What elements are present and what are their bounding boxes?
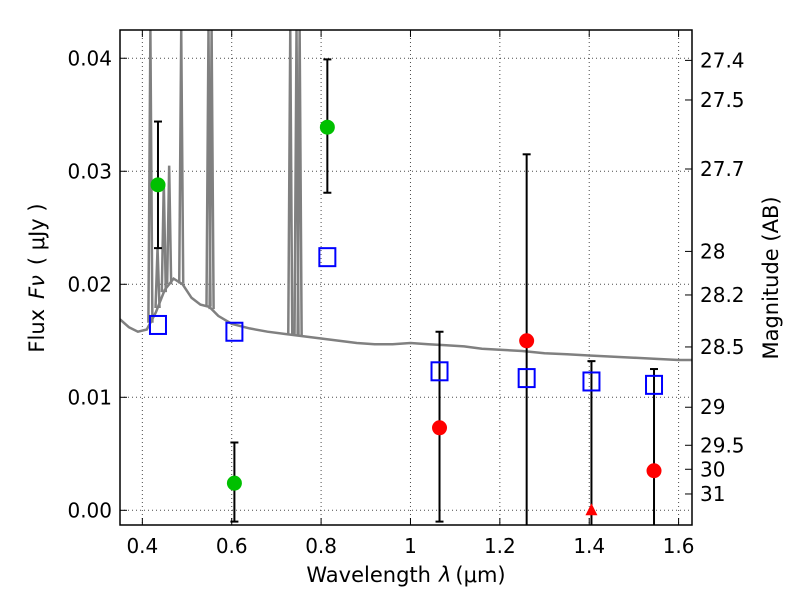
model-photometry-point xyxy=(225,321,244,342)
magnitude-tick-label: 29.5 xyxy=(700,433,745,457)
model-photometry-point xyxy=(517,368,536,389)
model-spectrum xyxy=(120,30,692,362)
model-emission-line xyxy=(296,30,303,336)
magnitude-tick-label: 31 xyxy=(700,482,725,506)
model-emission-line xyxy=(165,165,173,285)
x-tick-label: 1 xyxy=(404,534,417,558)
magnitude-tick-label: 30 xyxy=(700,457,725,481)
y-tick-label: 0.01 xyxy=(67,385,112,409)
x-axis-label: Wavelength λ (μm) xyxy=(306,563,505,587)
model-photometry-point xyxy=(318,247,337,268)
data-point-red xyxy=(646,463,662,479)
y-tick-label: 0.04 xyxy=(67,46,112,70)
y-axis-ticks: 0.00 0.01 0.02 0.03 0.04 xyxy=(67,46,127,522)
model-photometry-point xyxy=(148,314,167,335)
x-tick-label: 0.4 xyxy=(126,534,158,558)
data-point-red xyxy=(432,420,448,436)
model-spectrum-group xyxy=(120,30,692,362)
data-markers xyxy=(148,119,664,516)
model-emission-line xyxy=(147,30,154,323)
model-emission-line xyxy=(287,30,294,335)
x-tick-label: 0.8 xyxy=(305,534,337,558)
x-axis-ticks: 0.4 0.6 0.8 1 1.2 1.4 1.6 xyxy=(126,30,695,558)
magnitude-tick-label: 29 xyxy=(700,395,725,419)
x-tick-label: 1.2 xyxy=(484,534,516,558)
x-tick-label: 1.6 xyxy=(663,534,695,558)
y-tick-label: 0.02 xyxy=(67,272,112,296)
plot-frame xyxy=(119,29,693,526)
model-emission-line xyxy=(154,248,161,309)
y-tick-label: 0.00 xyxy=(67,498,112,522)
magnitude-tick-label: 28 xyxy=(700,239,725,263)
magnitude-tick-label: 27.5 xyxy=(700,88,745,112)
magnitude-tick-label: 28.2 xyxy=(700,283,745,307)
model-continuum-line xyxy=(120,276,692,362)
y-tick-label: 0.03 xyxy=(67,159,112,183)
model-photometry-point xyxy=(582,371,601,392)
model-emission-line xyxy=(160,182,168,293)
data-point-green xyxy=(226,475,242,491)
data-point-green xyxy=(319,119,335,135)
model-photometry-point xyxy=(430,361,449,382)
magnitude-tick-label: 27.7 xyxy=(700,157,745,181)
model-emission-line xyxy=(177,30,185,284)
magnitude-tick-label: 28.5 xyxy=(700,335,745,359)
model-photometry-point xyxy=(645,374,664,395)
data-point-red xyxy=(519,333,535,349)
magnitude-axis-label: Magnitude (AB) xyxy=(759,196,783,359)
y-axis-label: FluxFν( μJy ) xyxy=(25,203,49,352)
error-bars xyxy=(153,58,659,525)
x-tick-label: 1.4 xyxy=(573,534,605,558)
data-point-green xyxy=(150,177,166,193)
x-tick-label: 0.6 xyxy=(216,534,248,558)
magnitude-tick-label: 27.4 xyxy=(700,48,745,72)
upper-limit-point xyxy=(585,503,598,516)
model-emission-line xyxy=(208,30,215,310)
